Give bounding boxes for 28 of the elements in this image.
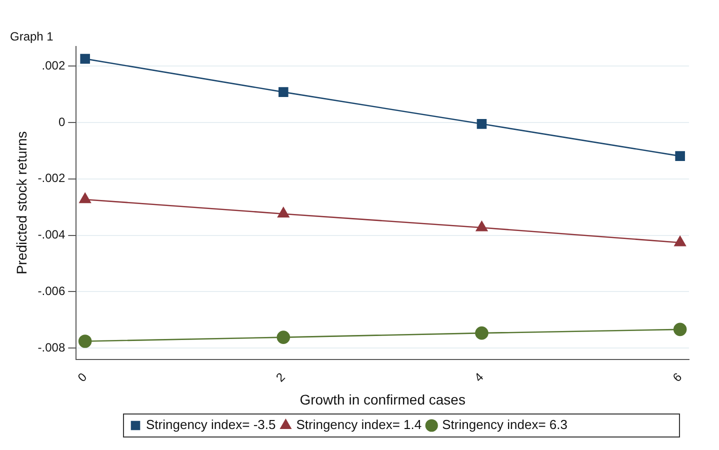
y-tick-label: 0 bbox=[58, 114, 66, 129]
x-tick-label: 2 bbox=[273, 370, 288, 385]
legend-label: Stringency index= 1.4 bbox=[296, 417, 422, 432]
point bbox=[476, 221, 488, 232]
point bbox=[278, 207, 290, 218]
point bbox=[673, 322, 687, 336]
x-tick-label: 4 bbox=[472, 370, 486, 385]
y-axis-title: Predicted stock returns bbox=[13, 131, 30, 274]
point bbox=[675, 151, 685, 161]
y-tick-label: -.006 bbox=[38, 284, 66, 298]
y-tick-label: -.002 bbox=[38, 171, 66, 186]
y-tick-label: .002 bbox=[42, 58, 66, 72]
point bbox=[475, 326, 488, 340]
point bbox=[276, 330, 290, 344]
point bbox=[476, 119, 487, 129]
x-tick-label: 6 bbox=[670, 370, 685, 385]
point bbox=[79, 192, 91, 204]
point bbox=[80, 54, 90, 64]
x-axis-title: Growth in confirmed cases bbox=[300, 391, 466, 408]
y-tick-label: -.004 bbox=[38, 228, 66, 242]
legend-label: Stringency index= 6.3 bbox=[442, 417, 568, 432]
point bbox=[674, 236, 686, 246]
point bbox=[278, 87, 288, 97]
legend-label: Stringency index= -3.5 bbox=[146, 417, 276, 432]
point bbox=[78, 334, 92, 348]
x-tick-label: 0 bbox=[74, 370, 90, 385]
chart-title: Graph 1 bbox=[10, 30, 54, 44]
y-tick-label: -.008 bbox=[38, 340, 66, 354]
